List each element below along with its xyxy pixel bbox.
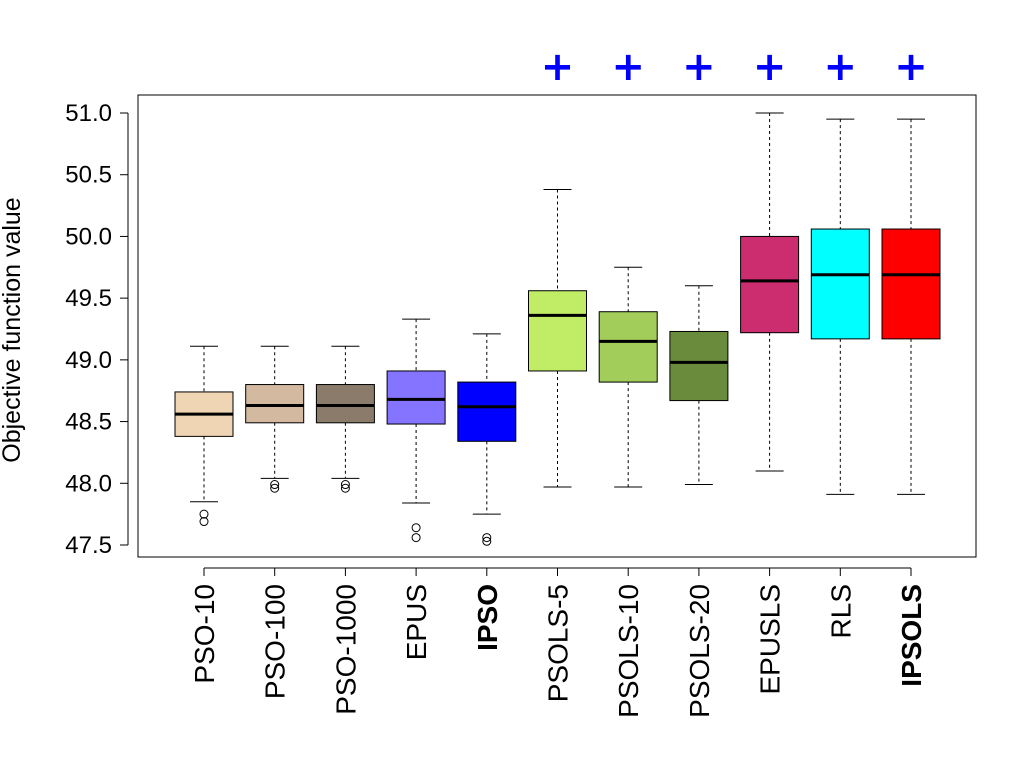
box-body [669,330,729,402]
box-psols-20 [669,285,729,486]
box-body [528,290,587,372]
significance-markers: + + + + + + [541,44,928,90]
plot-frame [137,94,977,558]
box-body [245,384,305,424]
outlier-point [411,523,421,533]
outlier-point [340,480,350,490]
x-tick-label: PSO-1000 [330,584,361,715]
x-tick-label: IPSOLS [896,584,927,687]
x-tick-label: EPUSLS [755,584,786,695]
plus-marker: + [541,44,575,90]
box-epusls [740,112,800,472]
outlier-point [270,480,280,490]
plus-marker: + [611,44,645,90]
x-tick-label: PSOLS-20 [684,584,715,718]
y-axis-title: Objective function value [0,197,26,462]
x-tick-label: EPUS [401,584,432,660]
box-body [881,228,941,340]
plus-marker: + [894,44,928,90]
box-psols-5 [528,189,587,488]
box-body [386,370,446,425]
y-tick-label: 47.5 [65,532,112,559]
box-pso-10 [174,345,234,527]
x-ticks: PSO-10 PSO-100 PSO-1000 EPUS IPSO PSOLS-5 PSOL… [189,567,927,718]
x-tick-label: IPSO [472,584,503,651]
outlier-point [199,517,209,527]
box-psols-10 [598,266,658,488]
outlier-point [482,533,492,543]
plus-marker: + [824,44,858,90]
outlier-point [199,509,209,519]
x-tick-label: PSOLS-10 [613,584,644,718]
box-body [810,228,870,340]
box-body [598,311,658,383]
box-body [457,381,517,442]
box-pso-1000 [315,345,375,493]
box-epus [386,318,446,543]
y-ticks: 47.5 48.0 48.5 49.0 49.5 50.0 50.5 51.0 [65,100,128,559]
box-body [740,235,800,334]
outlier-point [340,483,350,493]
outlier-point [270,483,280,493]
plus-marker: + [682,44,716,90]
box-ipsols [881,118,941,495]
y-tick-label: 49.5 [65,285,112,312]
x-tick-label: PSOLS-5 [543,584,574,702]
y-tick-label: 48.5 [65,409,112,436]
y-tick-label: 50.0 [65,223,112,250]
box-ipso [457,333,517,546]
x-tick-label: PSO-10 [189,584,220,684]
y-tick-label: 51.0 [65,100,112,127]
y-tick-label: 50.5 [65,162,112,189]
y-tick-label: 49.0 [65,347,112,374]
outlier-point [482,536,492,546]
box-rls [810,118,870,495]
box-body [315,384,375,424]
x-tick-label: RLS [825,584,856,638]
y-tick-label: 48.0 [65,470,112,497]
box-pso-100 [245,345,305,493]
x-tick-label: PSO-100 [260,584,291,699]
boxes [174,112,941,546]
outlier-point [411,533,421,543]
plus-marker: + [753,44,787,90]
